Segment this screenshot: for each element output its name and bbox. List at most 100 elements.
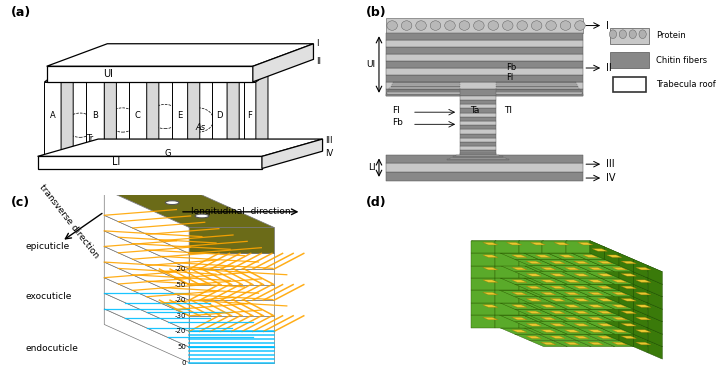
Polygon shape xyxy=(518,291,557,297)
Polygon shape xyxy=(557,322,595,328)
Polygon shape xyxy=(547,266,586,272)
Polygon shape xyxy=(550,261,566,264)
Polygon shape xyxy=(566,303,590,315)
Polygon shape xyxy=(607,267,622,270)
Polygon shape xyxy=(610,297,648,303)
Polygon shape xyxy=(610,259,648,266)
Polygon shape xyxy=(536,255,551,258)
Polygon shape xyxy=(46,44,313,66)
Bar xyxy=(460,125,496,130)
Text: III: III xyxy=(606,159,615,169)
Bar xyxy=(496,82,576,83)
Polygon shape xyxy=(621,261,637,264)
Polygon shape xyxy=(588,305,603,307)
Text: (c): (c) xyxy=(11,196,30,209)
Ellipse shape xyxy=(575,21,585,30)
Polygon shape xyxy=(586,334,624,340)
Polygon shape xyxy=(553,291,591,297)
Polygon shape xyxy=(592,286,608,289)
Polygon shape xyxy=(586,259,624,266)
Bar xyxy=(460,121,496,125)
Polygon shape xyxy=(573,336,589,338)
Polygon shape xyxy=(518,266,542,278)
Polygon shape xyxy=(624,278,663,284)
Polygon shape xyxy=(573,299,589,301)
Text: G: G xyxy=(165,149,171,158)
Polygon shape xyxy=(500,315,539,322)
Polygon shape xyxy=(610,309,648,315)
Polygon shape xyxy=(483,280,498,282)
Bar xyxy=(460,112,496,117)
Polygon shape xyxy=(600,303,639,309)
Polygon shape xyxy=(544,249,560,251)
Polygon shape xyxy=(559,293,574,295)
Bar xyxy=(386,33,584,40)
Polygon shape xyxy=(610,284,648,291)
Polygon shape xyxy=(612,267,627,270)
Polygon shape xyxy=(592,273,608,276)
Ellipse shape xyxy=(415,21,426,30)
Polygon shape xyxy=(571,291,610,297)
Polygon shape xyxy=(507,267,522,270)
Ellipse shape xyxy=(235,147,247,152)
Polygon shape xyxy=(524,315,562,322)
Polygon shape xyxy=(576,328,615,334)
Polygon shape xyxy=(634,284,648,303)
Polygon shape xyxy=(592,324,608,326)
Polygon shape xyxy=(518,291,542,303)
Polygon shape xyxy=(542,303,581,309)
Polygon shape xyxy=(521,299,536,301)
Polygon shape xyxy=(600,340,639,347)
Bar xyxy=(460,104,496,109)
Polygon shape xyxy=(512,305,527,307)
Ellipse shape xyxy=(517,21,528,30)
Polygon shape xyxy=(583,280,598,282)
Polygon shape xyxy=(581,259,619,266)
Polygon shape xyxy=(128,73,159,82)
Polygon shape xyxy=(486,272,524,278)
Polygon shape xyxy=(526,336,542,338)
Polygon shape xyxy=(565,342,580,345)
Polygon shape xyxy=(600,328,639,334)
Text: Trabecula roof: Trabecula roof xyxy=(656,80,716,89)
Polygon shape xyxy=(624,303,663,309)
Polygon shape xyxy=(568,261,584,264)
Polygon shape xyxy=(571,328,610,334)
Polygon shape xyxy=(559,330,574,332)
Ellipse shape xyxy=(531,21,542,30)
Polygon shape xyxy=(515,309,553,315)
Polygon shape xyxy=(189,253,274,269)
Text: (b): (b) xyxy=(366,6,386,19)
Polygon shape xyxy=(86,73,117,82)
Polygon shape xyxy=(521,324,536,326)
Polygon shape xyxy=(586,272,624,278)
Bar xyxy=(386,94,460,96)
Polygon shape xyxy=(542,315,581,322)
Polygon shape xyxy=(612,317,627,320)
Polygon shape xyxy=(507,242,522,245)
Polygon shape xyxy=(597,324,613,326)
Polygon shape xyxy=(597,311,613,314)
Polygon shape xyxy=(595,328,634,334)
Polygon shape xyxy=(497,324,513,326)
Polygon shape xyxy=(104,278,274,316)
Polygon shape xyxy=(605,322,619,340)
Ellipse shape xyxy=(387,21,397,30)
Polygon shape xyxy=(565,330,580,332)
Polygon shape xyxy=(581,247,619,253)
Polygon shape xyxy=(595,278,634,284)
Text: Fl: Fl xyxy=(506,73,513,82)
Polygon shape xyxy=(524,291,562,297)
Polygon shape xyxy=(581,297,619,303)
Polygon shape xyxy=(573,311,589,314)
Polygon shape xyxy=(624,266,663,272)
Polygon shape xyxy=(636,305,651,307)
Polygon shape xyxy=(547,303,586,309)
Bar xyxy=(496,88,579,89)
Polygon shape xyxy=(648,328,663,347)
Polygon shape xyxy=(486,297,524,303)
Polygon shape xyxy=(578,255,593,258)
Bar xyxy=(496,92,582,94)
Polygon shape xyxy=(515,284,553,291)
Polygon shape xyxy=(536,317,551,320)
